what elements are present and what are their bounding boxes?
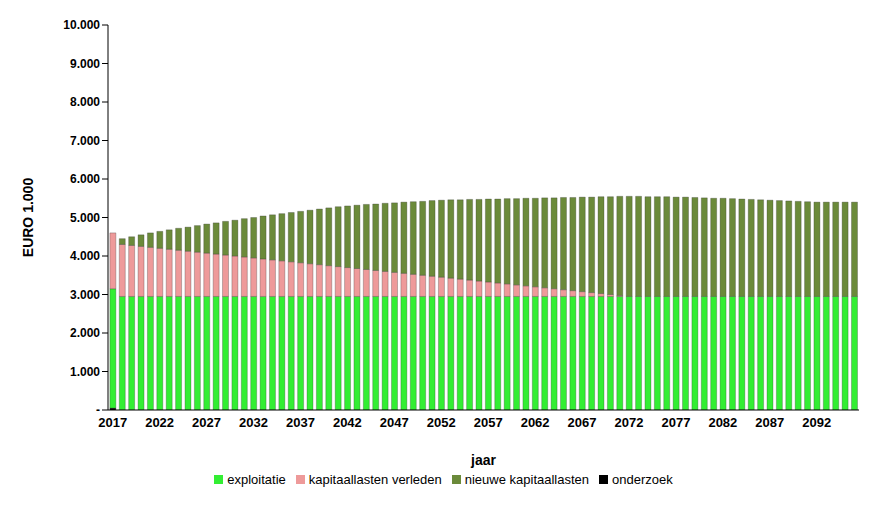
svg-text:2047: 2047	[380, 415, 409, 430]
svg-text:2082: 2082	[708, 415, 737, 430]
svg-text:2037: 2037	[286, 415, 315, 430]
svg-text:2067: 2067	[568, 415, 597, 430]
svg-text:EURO 1.000: EURO 1.000	[20, 178, 36, 258]
svg-text:9.000: 9.000	[70, 57, 100, 71]
svg-text:-: -	[96, 403, 100, 417]
svg-text:2072: 2072	[615, 415, 644, 430]
svg-text:2092: 2092	[802, 415, 831, 430]
svg-text:6.000: 6.000	[70, 172, 100, 186]
svg-text:8.000: 8.000	[70, 95, 100, 109]
svg-text:jaar: jaar	[470, 452, 496, 468]
html-text:nieuwe kapitaallasten: nieuwe kapitaallasten	[464, 472, 590, 487]
svg-text:3.000: 3.000	[70, 288, 100, 302]
html-text:onderzoek: onderzoek	[612, 472, 673, 487]
svg-text:5.000: 5.000	[70, 211, 100, 225]
svg-text:2062: 2062	[521, 415, 550, 430]
svg-text:2.000: 2.000	[70, 326, 100, 340]
svg-text:7.000: 7.000	[70, 134, 100, 148]
svg-text:2052: 2052	[427, 415, 456, 430]
svg-text:4.000: 4.000	[70, 249, 100, 263]
svg-text:2027: 2027	[192, 415, 221, 430]
svg-text:10.000: 10.000	[63, 18, 100, 32]
svg-text:1.000: 1.000	[70, 365, 100, 379]
html-text:exploitatie: exploitatie	[227, 472, 286, 487]
html-text:kapitaallasten verleden: kapitaallasten verleden	[308, 472, 442, 487]
svg-text:2077: 2077	[661, 415, 690, 430]
svg-text:2032: 2032	[239, 415, 268, 430]
svg-text:2057: 2057	[474, 415, 503, 430]
svg-text:2017: 2017	[98, 415, 127, 430]
svg-text:2087: 2087	[755, 415, 784, 430]
svg-text:2042: 2042	[333, 415, 362, 430]
svg-text:2022: 2022	[145, 415, 174, 430]
